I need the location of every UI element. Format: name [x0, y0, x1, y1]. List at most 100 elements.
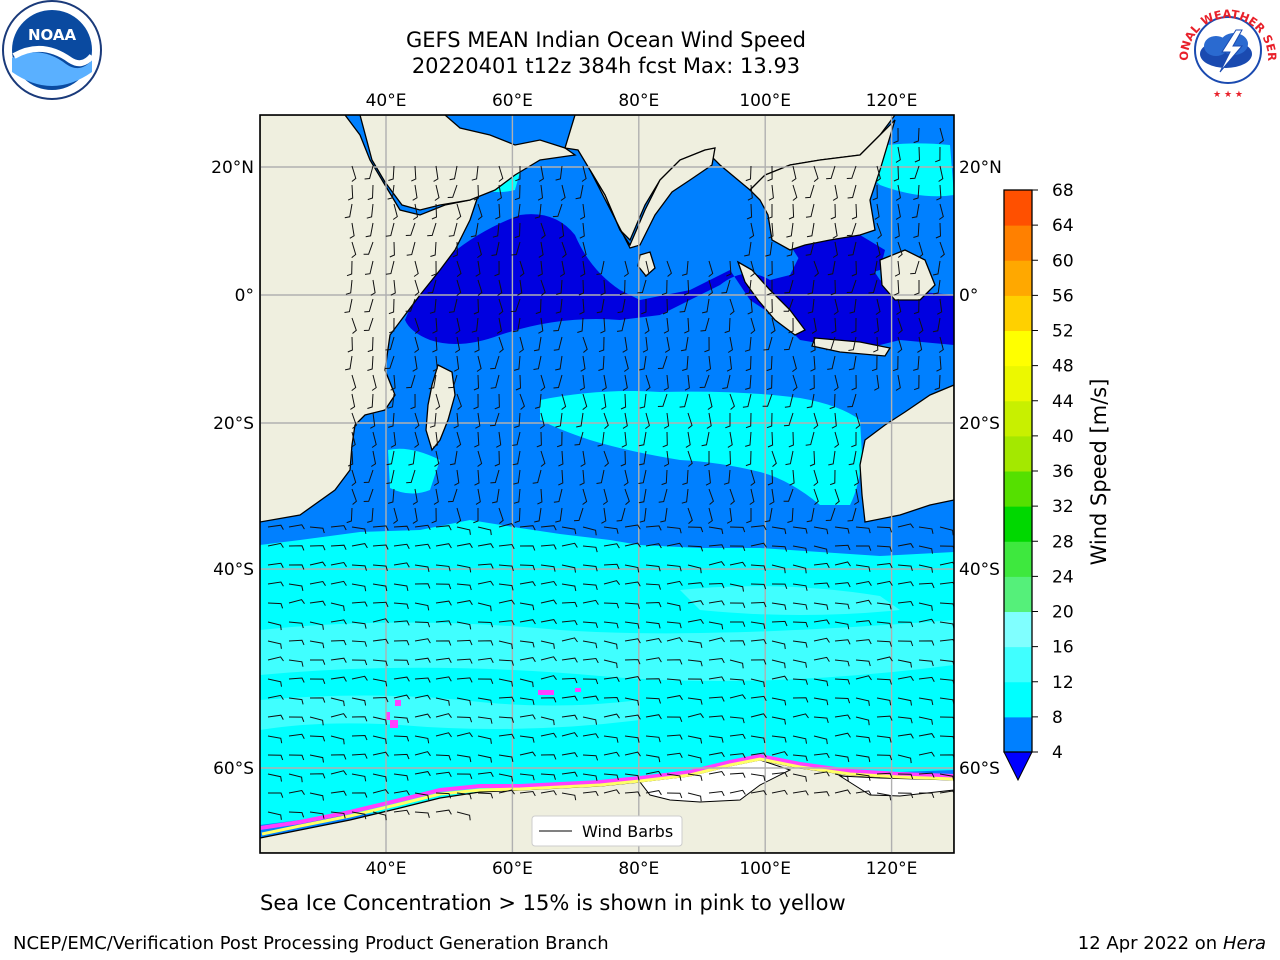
- colorbar-segment: [1004, 611, 1032, 648]
- wind-barb: [746, 508, 752, 524]
- wind-barb: [309, 545, 326, 551]
- wind-barb: [806, 393, 815, 409]
- wind-barb: [413, 260, 419, 277]
- wind-barb: [708, 770, 725, 776]
- wind-barb: [514, 507, 521, 524]
- wind-barb: [897, 543, 914, 549]
- map-legend: Wind Barbs: [531, 815, 683, 847]
- wind-barb: [456, 754, 472, 763]
- wind-barb: [767, 431, 774, 448]
- wind-barb: [708, 637, 725, 643]
- wind-barb: [624, 714, 641, 720]
- wind-barb: [792, 697, 809, 703]
- wind-barb: [475, 260, 481, 277]
- wind-barb: [813, 602, 829, 611]
- wind-barb: [939, 716, 954, 722]
- wind-barb: [624, 581, 641, 587]
- wind-barb: [918, 545, 933, 554]
- wind-barb: [435, 564, 451, 572]
- wind-barb: [809, 450, 816, 467]
- wind-barb: [603, 735, 619, 743]
- wind-barb: [939, 754, 954, 759]
- wind-barb: [745, 450, 752, 467]
- wind-barb: [813, 791, 830, 797]
- wind-barb: [552, 203, 563, 218]
- wind-barb: [876, 697, 892, 706]
- wind-barb: [497, 279, 503, 296]
- wind-barb: [489, 412, 500, 427]
- colorbar-tick-label: 20: [1052, 603, 1074, 623]
- wind-barb: [351, 621, 367, 629]
- wind-barb: [559, 260, 565, 277]
- wind-barb: [477, 716, 493, 724]
- wind-barb: [699, 374, 710, 388]
- wind-barb: [490, 374, 500, 389]
- wind-barb: [792, 773, 807, 782]
- wind-barb: [897, 640, 914, 647]
- wind-barb: [414, 431, 420, 448]
- wind-barb: [540, 656, 557, 662]
- wind-barb: [834, 526, 850, 534]
- wind-barb: [624, 355, 629, 372]
- wind-barb: [267, 656, 284, 662]
- wind-barb: [918, 697, 934, 706]
- wind-barb: [897, 564, 913, 572]
- wind-barb: [582, 599, 599, 605]
- wind-barb: [580, 450, 586, 467]
- wind-barb: [729, 678, 745, 685]
- wind-barb: [726, 507, 733, 524]
- wind-barb: [555, 298, 563, 314]
- wind-barb: [406, 469, 416, 484]
- wind-barb: [288, 545, 305, 551]
- wind-barb: [750, 601, 767, 608]
- wind-barb: [666, 773, 682, 781]
- wind-barb: [367, 393, 374, 409]
- wind-barb: [722, 374, 731, 389]
- wind-barb: [684, 317, 690, 334]
- wind-barb: [936, 355, 942, 372]
- wind-barb: [372, 601, 389, 608]
- wind-barb: [729, 753, 746, 759]
- wind-barb: [603, 602, 620, 609]
- wind-barb: [708, 526, 724, 535]
- wind-barb: [645, 601, 662, 608]
- wind-barb: [725, 450, 732, 467]
- wind-barb: [834, 639, 851, 645]
- lat-tick-label-left: 40°S: [213, 560, 254, 580]
- colorbar-tick-label: 68: [1052, 181, 1074, 201]
- wind-barb: [826, 165, 836, 180]
- wind-barb: [876, 656, 893, 662]
- wind-barb: [771, 697, 787, 706]
- wind-barb: [666, 564, 682, 572]
- wind-barb: [624, 659, 641, 665]
- land-madagascar: [425, 364, 456, 452]
- wind-barb: [330, 735, 345, 745]
- wind-barb: [561, 657, 578, 663]
- wind-barb: [783, 412, 794, 427]
- wind-barb: [687, 792, 702, 802]
- wind-barb: [413, 203, 419, 220]
- wind-barb: [288, 773, 303, 783]
- wind-barb: [666, 602, 681, 611]
- wind-barb: [645, 412, 650, 429]
- wind-barb: [771, 450, 777, 467]
- wind-barb: [762, 393, 773, 407]
- wind-barb: [934, 374, 941, 391]
- wind-barb: [456, 792, 472, 800]
- colorbar-tick-label: 64: [1052, 216, 1074, 236]
- wind-barb: [364, 260, 374, 275]
- wind-barb: [893, 127, 899, 144]
- wind-barb: [288, 621, 304, 629]
- wind-barb: [771, 602, 787, 611]
- wind-barb: [813, 165, 819, 182]
- wind-barb: [603, 713, 620, 719]
- land-borneo: [879, 249, 936, 301]
- colorbar-segment: [1004, 646, 1032, 683]
- wind-barb: [624, 564, 640, 573]
- wind-barb: [514, 222, 521, 239]
- colorbar-segment: [1004, 681, 1032, 718]
- wind-barb: [729, 602, 746, 608]
- wind-barb: [351, 753, 368, 759]
- wind-barb: [876, 602, 892, 610]
- wind-barb: [914, 280, 920, 296]
